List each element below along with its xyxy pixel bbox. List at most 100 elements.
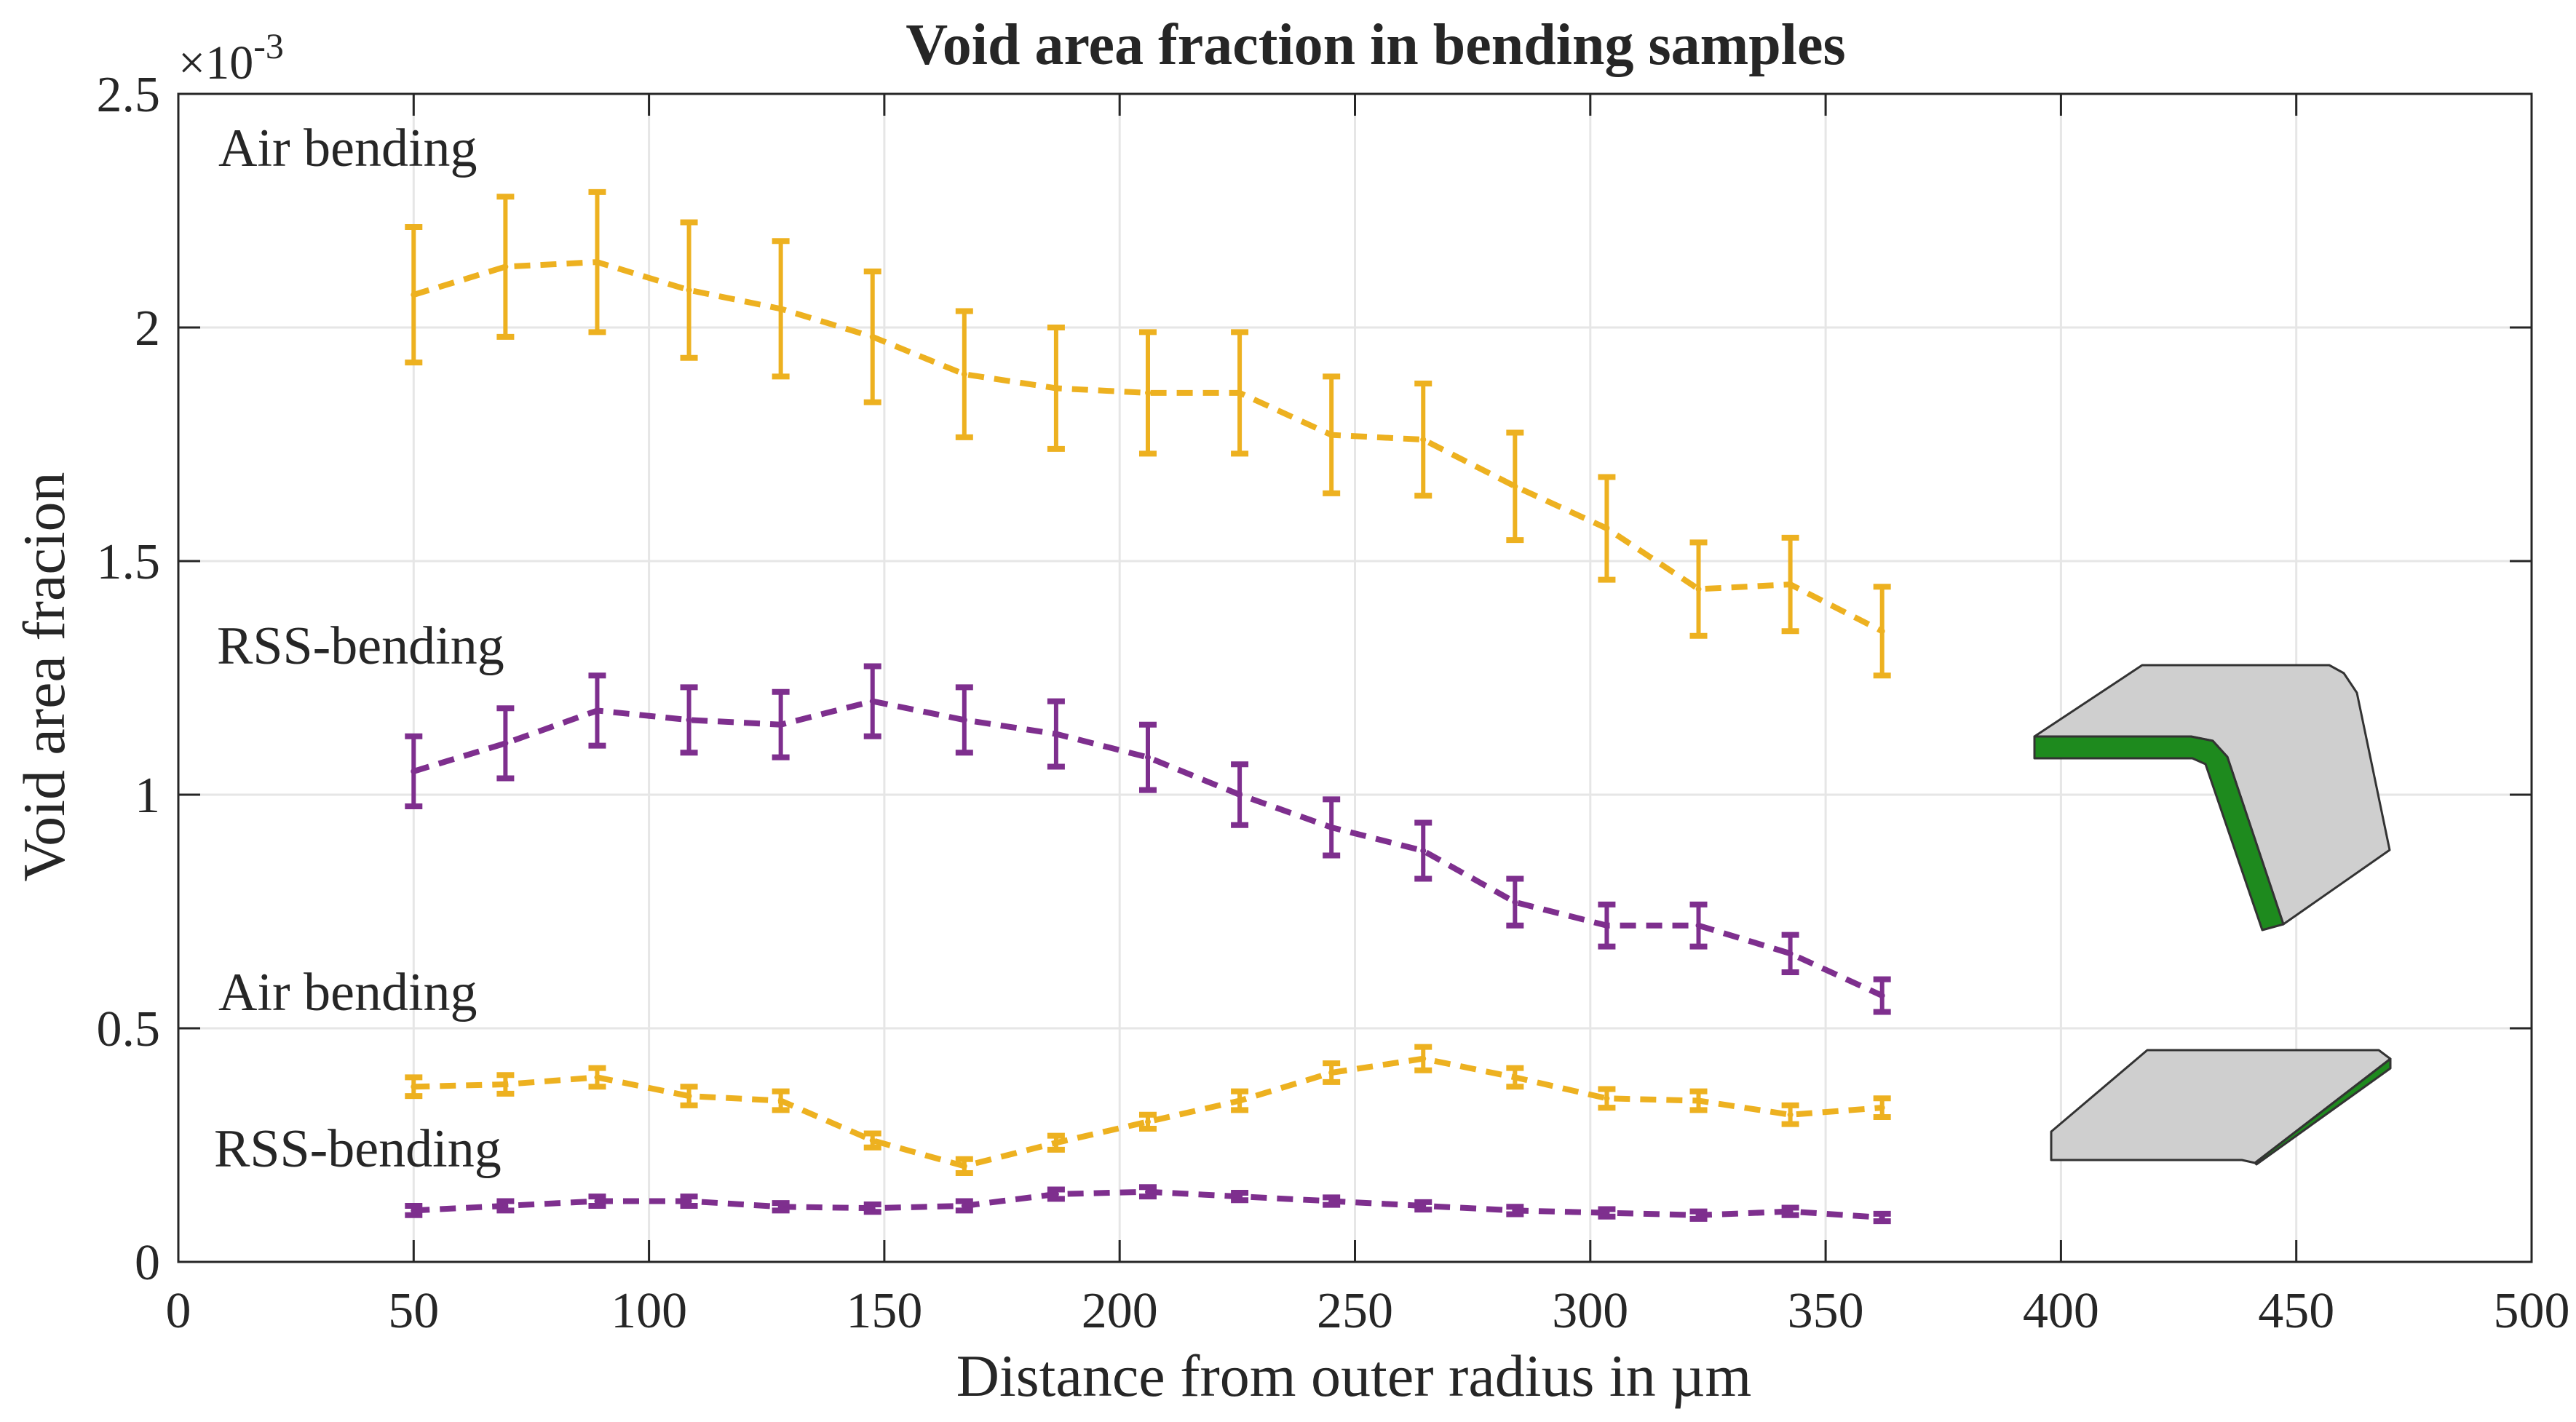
data-point (502, 263, 509, 270)
x-tick-label: 100 (611, 1283, 687, 1339)
data-point (1328, 1198, 1335, 1204)
data-point (1420, 1055, 1427, 1062)
data-point (1604, 1095, 1610, 1102)
data-point (1695, 922, 1702, 929)
x-axis-label: Distance from outer radius in µm (956, 1343, 1751, 1409)
data-point (1053, 731, 1059, 737)
data-point (1604, 1210, 1610, 1216)
data-point (1787, 581, 1794, 588)
data-point (502, 1081, 509, 1088)
data-point (869, 698, 876, 704)
data-point (1237, 1193, 1243, 1200)
data-point (411, 1084, 417, 1090)
data-point (594, 259, 601, 266)
data-point (1512, 1074, 1518, 1081)
data-point (1695, 1212, 1702, 1218)
x-tick-label: 250 (1317, 1283, 1393, 1339)
data-point (411, 1207, 417, 1214)
x-tick-label: 350 (1788, 1283, 1864, 1339)
data-point (1053, 1191, 1059, 1197)
data-point (1420, 437, 1427, 443)
x-tick-label: 300 (1552, 1283, 1628, 1339)
x-tick-label: 0 (166, 1283, 191, 1339)
data-point (777, 306, 784, 312)
data-point (961, 1163, 967, 1169)
x-tick-label: 400 (2023, 1283, 2099, 1339)
label-air-bending-lower: Air bending (218, 963, 477, 1022)
data-point (686, 717, 692, 723)
data-point (869, 333, 876, 340)
x-tick-label: 200 (1082, 1283, 1158, 1339)
y-exponent-label: ×10-3 (178, 25, 284, 90)
data-point (1420, 848, 1427, 854)
chart-title: Void area fraction in bending samples (905, 13, 1845, 77)
data-point (1695, 586, 1702, 592)
data-point (1328, 1069, 1335, 1076)
data-point (1144, 754, 1151, 760)
data-point (1512, 899, 1518, 905)
series-line (413, 259, 1884, 634)
data-point (1144, 1188, 1151, 1195)
data-point (1053, 1140, 1059, 1146)
data-point (777, 721, 784, 728)
data-point (1053, 385, 1059, 392)
data-point (961, 1202, 967, 1209)
x-tick-label: 150 (846, 1283, 922, 1339)
data-point (594, 707, 601, 714)
data-point (1879, 993, 1885, 999)
y-tick-label: 1.5 (97, 534, 161, 590)
data-point (686, 287, 692, 293)
series-0 (405, 188, 1891, 679)
data-point (1787, 950, 1794, 957)
y-tick-label: 0 (135, 1235, 160, 1291)
data-point (411, 292, 417, 298)
y-tick-label: 0.5 (97, 1001, 161, 1057)
data-point (1328, 824, 1335, 830)
data-point (1144, 1119, 1151, 1125)
data-point (1144, 389, 1151, 396)
x-tick-label: 50 (388, 1283, 439, 1339)
data-point (1512, 1207, 1518, 1214)
data-point (1328, 432, 1335, 438)
data-point (594, 1074, 601, 1081)
series-3 (405, 1184, 1891, 1225)
data-point (777, 1097, 784, 1104)
y-tick-label: 1 (135, 768, 160, 824)
ticks: 0 50 100 150 200 250 300 350 400 450 500 0 0.5 1 1.5 2 2… (97, 67, 2570, 1339)
data-point (1512, 483, 1518, 490)
y-axis-label: Void area fracion (11, 472, 77, 881)
data-point (1787, 1111, 1794, 1118)
data-point (1695, 1097, 1702, 1104)
series (405, 188, 1891, 1225)
series-2 (405, 1044, 1891, 1177)
data-point (1237, 389, 1243, 396)
x-tick-label: 500 (2494, 1283, 2570, 1339)
data-point (502, 740, 509, 747)
data-point (1237, 792, 1243, 798)
data-point (1879, 1215, 1885, 1221)
data-point (1237, 1097, 1243, 1104)
label-air-bending-upper: Air bending (218, 119, 477, 178)
bent-sample-illustration (2033, 664, 2391, 932)
data-point (1604, 525, 1610, 532)
data-point (594, 1198, 601, 1204)
data-point (411, 768, 417, 774)
y-tick-label: 2.5 (97, 67, 161, 123)
data-point (1879, 628, 1885, 635)
data-point (961, 371, 967, 378)
data-point (869, 1137, 876, 1144)
data-point (1420, 1202, 1427, 1209)
data-point (686, 1093, 692, 1100)
label-rss-bending-upper: RSS-bending (217, 616, 504, 676)
series-1 (405, 663, 1891, 1015)
data-point (961, 717, 967, 723)
series-line (413, 1055, 1882, 1169)
data-point (686, 1198, 692, 1204)
x-tick-label: 450 (2258, 1283, 2334, 1339)
flat-sample-illustration (2050, 1049, 2392, 1166)
data-point (777, 1204, 784, 1210)
data-point (502, 1202, 509, 1209)
data-point (1879, 1105, 1885, 1111)
label-rss-bending-lower: RSS-bending (214, 1119, 502, 1179)
